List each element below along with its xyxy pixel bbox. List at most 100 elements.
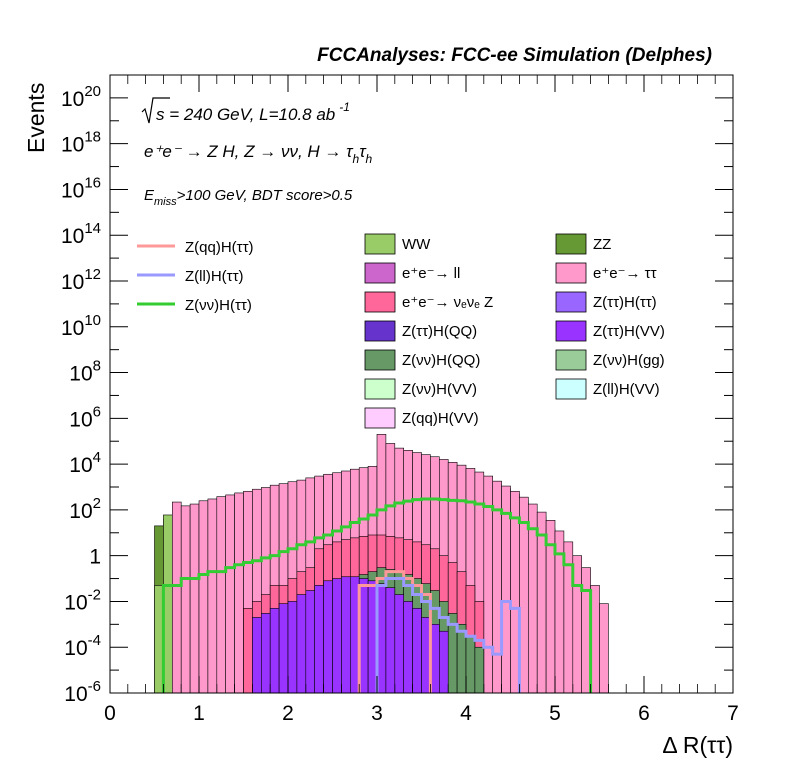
y-tick-label: 1020 [61, 83, 101, 111]
bar [474, 646, 485, 694]
process-sub-h1: h [353, 152, 360, 166]
y-tick-label: 104 [69, 449, 101, 477]
y-tick-label: 1018 [61, 129, 101, 157]
legend-swatch-e-e-ll [364, 262, 396, 284]
selection-sub: miss [154, 196, 177, 208]
x-tick-label: 1 [193, 702, 205, 725]
y-tick-label: 10-2 [64, 586, 101, 614]
legend-swatch-e-e-z [364, 291, 396, 313]
process-tau2: τ [359, 142, 367, 161]
legend-label: Z(ττ)H(VV) [593, 323, 665, 340]
legend-label: WW [402, 236, 431, 253]
legend-label: Z(ll)H(VV) [593, 381, 660, 398]
y-tick-label: 10-6 [64, 678, 101, 706]
line-z-ll-h [375, 577, 521, 693]
bar [403, 601, 413, 694]
chart-header: FCCAnalyses: FCC-ee Simulation (Delphes) [317, 45, 712, 66]
legend-swatch-z-h-vv [364, 378, 396, 400]
legend-label: Z(ττ)H(ττ) [593, 294, 657, 311]
bar [314, 585, 324, 694]
bar [172, 501, 182, 694]
legend-label: Z(qq)H(ττ) [185, 239, 254, 256]
bar [599, 603, 609, 694]
bar [412, 608, 422, 694]
legend-swatch-z-ll-h-vv [555, 378, 587, 400]
x-tick-label: 4 [460, 702, 472, 725]
process-sub-h2: h [366, 152, 373, 166]
svg-text:s = 240 GeV, L=10.8 ab-1: s = 240 GeV, L=10.8 ab -1 [156, 100, 350, 124]
bar [394, 594, 404, 694]
bar [438, 630, 449, 694]
svg-text:Emiss>100 GeV, BDT score>0.5: Emiss>100 GeV, BDT score>0.5 [144, 187, 353, 208]
legend-label: Z(νν)H(QQ) [402, 352, 480, 369]
legend-label: e⁺e⁻→ ll [402, 265, 460, 282]
legend-swatch-z-h-vv [555, 320, 587, 342]
x-tick-label: 7 [727, 702, 739, 725]
y-tick-label: 1014 [61, 220, 101, 248]
sqrt-s-label: s [156, 105, 165, 124]
plot-frame [109, 74, 734, 694]
legend-label: e⁺e⁻→ ττ [593, 265, 657, 282]
legend-swatch-z-h-qq [364, 320, 396, 342]
bar [234, 492, 244, 694]
bar [252, 617, 262, 694]
bar [225, 494, 235, 694]
y-tick-label: 106 [69, 403, 101, 431]
legend-swatch-e-e [555, 262, 587, 284]
bar [323, 580, 333, 694]
y-axis-label: Events [23, 83, 49, 153]
selection-e: E [144, 187, 155, 204]
sqrt-symbol [141, 97, 170, 124]
selection-rest: >100 GeV, BDT score>0.5 [177, 187, 353, 204]
bar [260, 613, 271, 694]
legend-label: Z(νν)H(gg) [593, 352, 665, 369]
legend-label: Z(ll)H(ττ) [185, 268, 244, 285]
bar [296, 594, 307, 694]
x-tick-label: 0 [104, 702, 116, 725]
x-tick-label: 2 [282, 702, 294, 725]
x-tick-label: 5 [549, 702, 561, 725]
y-tick-label: 1012 [61, 266, 101, 294]
legend-swatch-zz [555, 233, 587, 255]
y-tick-label: 108 [69, 358, 101, 386]
bar [207, 498, 218, 694]
y-tick-label: 1 [89, 546, 101, 569]
legend-swatch-z-h [555, 291, 587, 313]
process-label: e⁺e⁻ → Z H, Z → νν, H → τ [144, 142, 354, 161]
legend-label: Z(νν)H(ττ) [185, 297, 252, 314]
legend-label: Z(ττ)H(QQ) [402, 323, 477, 340]
bar [385, 587, 396, 694]
legend-label: Z(qq)H(VV) [402, 410, 479, 427]
energy-lumi-label: = 240 GeV, L=10.8 ab [165, 105, 336, 124]
y-tick-label: 1010 [61, 312, 101, 340]
lumi-exponent: -1 [339, 100, 350, 114]
bar [216, 496, 227, 694]
bar [287, 601, 298, 694]
bar [243, 608, 253, 694]
y-tick-label: 10-4 [64, 632, 101, 660]
annotation-block: s = 240 GeV, L=10.8 ab -1 e⁺e⁻ → Z H, Z →… [141, 97, 373, 208]
bar [189, 503, 200, 694]
bar [198, 500, 209, 694]
legend-swatch-z-h-gg [555, 349, 587, 371]
bar [465, 636, 476, 694]
bar [278, 603, 289, 694]
svg-text:e⁺e⁻ → Z H, Z → νν, H → τhτh: e⁺e⁻ → Z H, Z → νν, H → τhτh [144, 142, 373, 166]
legend-swatch-z-qq-h-vv [364, 407, 396, 429]
legend-swatch-z-h-qq [364, 349, 396, 371]
x-tick-label: 3 [371, 702, 383, 725]
bar [269, 608, 280, 694]
x-axis-label: Δ R(ττ) [662, 732, 733, 758]
legend-label: ZZ [593, 236, 611, 253]
line-z-h [161, 497, 593, 693]
bar [180, 505, 191, 694]
signal-line-layer [161, 497, 593, 693]
series-z-h-vv-5 [252, 576, 449, 694]
histogram-layer [154, 434, 609, 694]
bar [305, 590, 315, 694]
axis-layer: 0 1 2 3 4 5 6 7 10-6 10-4 10-2 1 102 104 106 108 1010 101… [61, 74, 739, 725]
legend-label: e⁺e⁻→ νₑνₑ Z [402, 294, 493, 311]
y-tick-label: 1016 [61, 174, 101, 202]
legend: Z(qq)H(ττ) Z(ll)H(ττ) Z(νν)H(ττ) WW e⁺e⁻→ ll… [137, 233, 665, 429]
